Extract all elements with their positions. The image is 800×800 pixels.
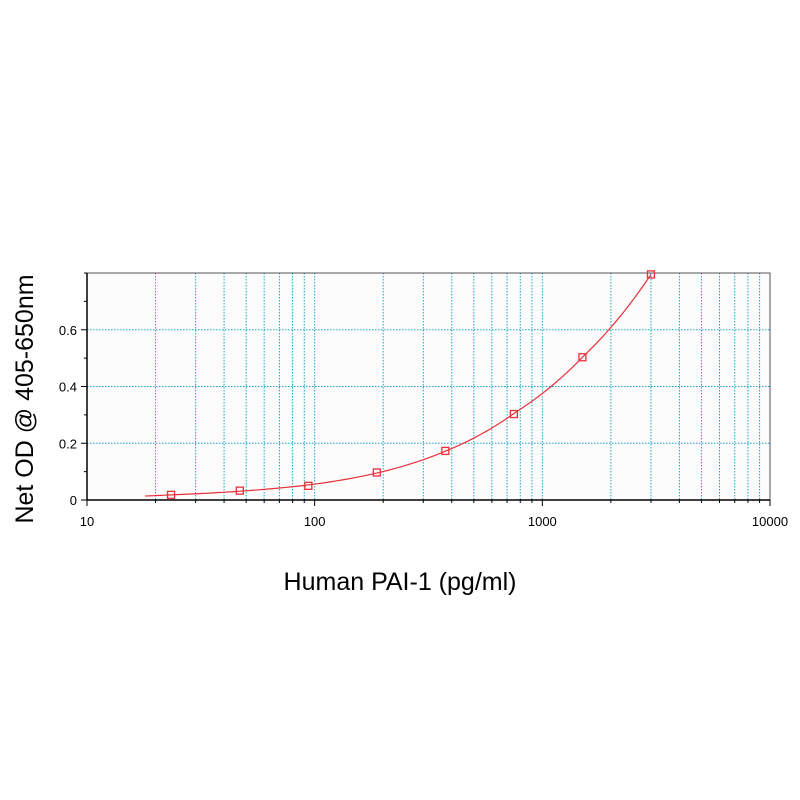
y-tick-label: 0.6	[59, 323, 77, 338]
series	[145, 270, 656, 500]
tick-labels: 10 100 1000 10000 0 0.2 0.4 0.6	[59, 323, 788, 529]
y-tick-label: 0.2	[59, 436, 77, 451]
data-point-marker	[646, 270, 656, 279]
x-tick-label: 100	[304, 514, 326, 529]
x-tick-label: 10	[80, 514, 94, 529]
x-tick-label: 1000	[528, 514, 557, 529]
axes	[81, 272, 771, 506]
data-point-marker	[166, 490, 176, 500]
data-point-marker	[235, 486, 244, 495]
y-axis-title: Net OD @ 405-650nm	[11, 274, 39, 523]
grid	[87, 273, 770, 500]
data-point-marker	[304, 481, 313, 490]
data-point-marker	[509, 409, 519, 419]
data-point-marker	[578, 353, 587, 362]
y-tick-label: 0.4	[59, 380, 77, 395]
x-tick-label: 10000	[752, 514, 788, 529]
y-tick-label: 0	[70, 493, 77, 508]
data-point-marker	[441, 446, 450, 456]
fit-curve	[145, 274, 652, 497]
plot-area	[87, 273, 770, 500]
data-point-marker	[372, 468, 381, 477]
x-axis-title: Human PAI-1 (pg/ml)	[284, 568, 517, 596]
